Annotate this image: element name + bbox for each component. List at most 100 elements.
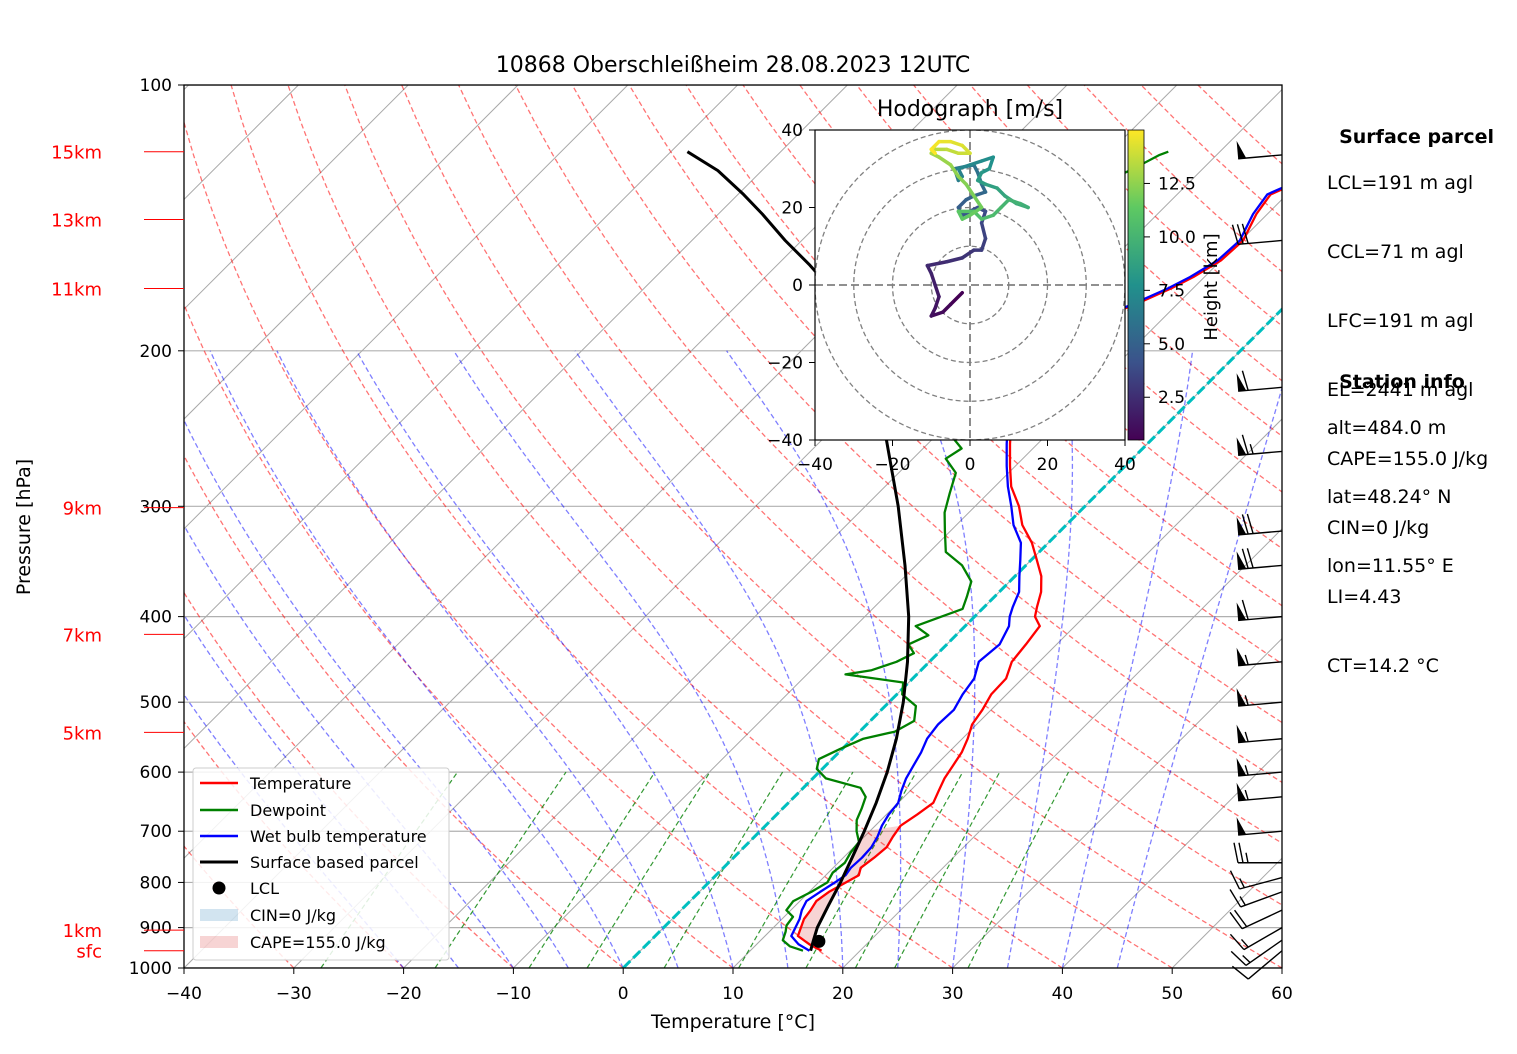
height-label: 11km (51, 279, 102, 300)
isotherm (184, 85, 738, 640)
mixing-ratio-line (854, 771, 964, 968)
hodograph-segment (948, 291, 964, 307)
y-tick-label: 1000 (129, 959, 172, 979)
hodograph-segment (929, 271, 937, 287)
isotherm (842, 528, 1282, 968)
x-tick-label: 0 (618, 984, 629, 1004)
wind-barbs (1229, 140, 1283, 980)
wind-barb (1236, 513, 1283, 536)
wind-barb (1236, 548, 1283, 570)
x-tick-label: 50 (1161, 984, 1183, 1004)
hodograph-segment (960, 143, 972, 155)
x-tick-label: 10 (722, 984, 744, 1004)
wind-barb (1236, 724, 1283, 744)
hodograph-segment (941, 302, 953, 314)
legend-cin: CIN=0 J/kg (250, 906, 336, 925)
wind-barb (1236, 370, 1283, 392)
wind-barb (1236, 647, 1283, 667)
hodograph-segment (979, 236, 988, 252)
wind-barb (1236, 688, 1283, 707)
hodograph-segment (929, 139, 941, 152)
isotherm (184, 85, 409, 310)
hodograph-title: Hodograph [m/s] (877, 97, 1063, 122)
hodograph-segment (929, 147, 937, 155)
x-tick-label: 60 (1271, 984, 1293, 1004)
moist-adiabat (1006, 350, 1074, 968)
hodograph-y-tick-label: 0 (792, 276, 803, 296)
station-info-line: alt=484.0 m (1327, 417, 1447, 439)
hodograph-segment (937, 155, 953, 167)
hodograph-x-tick-label: 0 (965, 455, 976, 475)
hodograph-segment (964, 182, 976, 198)
isotherm (732, 418, 1282, 968)
wind-barb (1229, 909, 1283, 930)
y-axis-label: Pressure [hPa] (13, 459, 35, 595)
isotherm (513, 198, 1282, 968)
dry-adiabat (184, 120, 844, 968)
hodograph-x-tick-label: 20 (1037, 455, 1059, 475)
colorbar-tick-label: 10.0 (1158, 228, 1196, 248)
wind-barb (1230, 939, 1283, 966)
hodograph-y-tick-label: −20 (767, 354, 803, 374)
y-tick-label: 700 (140, 822, 172, 842)
height-label: 9km (63, 499, 102, 520)
hodograph-segment (991, 205, 1003, 217)
hodograph-y-tick-label: 20 (781, 199, 803, 219)
height-label: 13km (51, 210, 102, 231)
hodograph-segment (945, 147, 961, 155)
lcl-marker (812, 934, 826, 948)
series-wet-bulb-temperature (790, 186, 1282, 952)
x-tick-label: −20 (386, 984, 422, 1004)
mixing-ratio-line (434, 771, 567, 968)
hodograph-segment (956, 163, 972, 171)
hodograph-segment (999, 198, 1011, 210)
isotherm (184, 85, 519, 420)
wind-barb (1236, 758, 1283, 777)
hodograph-segment (979, 221, 988, 241)
station-info-heading: Station info (1339, 371, 1465, 393)
colorbar-tick-label: 5.0 (1158, 335, 1185, 355)
isotherm (952, 637, 1282, 968)
wind-barb (1231, 950, 1283, 980)
hodograph: −40 −40 −20 −20 0 0 20 20 40 40 Hodograph [m/s] 2… (767, 97, 1222, 475)
height-label: 7km (63, 625, 102, 646)
hodograph-x-tick-label: −20 (875, 455, 911, 475)
hodograph-segment (968, 205, 984, 217)
moist-adiabat (276, 350, 679, 968)
colorbar-tick-label: 7.5 (1158, 281, 1185, 301)
station-info-panel: Station info alt=484.0 m lat=48.24° N lo… (1327, 348, 1465, 601)
wind-barb (1233, 842, 1282, 864)
legend-wetbulb: Wet bulb temperature (250, 827, 427, 846)
legend-temperature: Temperature (249, 774, 351, 793)
wind-barb (1236, 434, 1283, 456)
hodograph-segment (1007, 198, 1023, 206)
mixing-ratio-line (586, 771, 711, 968)
isotherm (184, 85, 848, 750)
height-label: sfc (76, 942, 102, 963)
hodograph-y-tick-label: −40 (767, 431, 803, 451)
moist-adiabat (453, 350, 789, 968)
station-info-line: lon=11.55° E (1327, 555, 1454, 577)
dry-adiabat (344, 85, 1173, 968)
hodograph-segment (925, 260, 949, 268)
legend-dewpoint: Dewpoint (250, 801, 326, 820)
legend: Temperature Dewpoint Wet bulb temperatur… (192, 767, 450, 961)
hodograph-segment (979, 213, 995, 221)
mixing-ratio-line (894, 771, 1001, 968)
hodograph-segment (945, 256, 964, 264)
x-tick-label: 20 (832, 984, 854, 1004)
axes: −40 −30 −20 −10 0 10 20 30 40 50 60100200300400500… (51, 76, 1293, 1004)
wind-barb (1236, 782, 1283, 802)
legend-parcel: Surface based parcel (250, 853, 419, 872)
dry-adiabat (287, 85, 1063, 968)
colorbar-label: Height [km] (1201, 233, 1222, 340)
mixing-ratio-line (528, 771, 656, 968)
dry-adiabat (514, 85, 1282, 844)
moist-adiabat (209, 350, 624, 968)
dry-adiabat (571, 85, 1282, 784)
mixing-ratio-line (805, 771, 917, 968)
hodograph-segment (956, 198, 968, 210)
hodograph-segment (948, 139, 964, 148)
station-info-line: lat=48.24° N (1327, 486, 1452, 508)
